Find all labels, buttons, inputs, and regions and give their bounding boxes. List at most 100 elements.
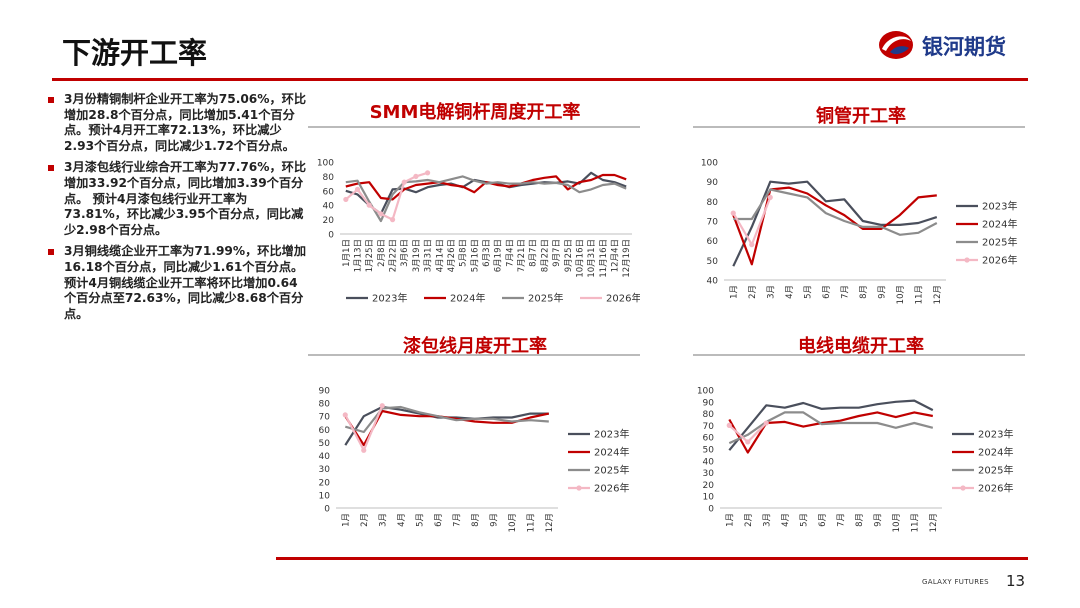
legend-marker — [964, 257, 970, 263]
y-tick-label: 60 — [323, 187, 335, 197]
series-line-2026年 — [732, 196, 772, 246]
x-tick-label: 1月13日 — [354, 239, 364, 272]
y-tick-label: 40 — [707, 277, 719, 287]
x-tick-label: 3月 — [378, 513, 388, 527]
y-tick-label: 30 — [319, 465, 331, 475]
legend-label: 2024年 — [450, 292, 485, 305]
series-point-2026 — [354, 186, 361, 192]
series-line-2024年 — [728, 411, 934, 454]
series-point-2026 — [343, 196, 349, 203]
series-line-2023年 — [728, 399, 934, 451]
legend-label: 2024年 — [978, 446, 1013, 459]
rod-title-rule — [308, 126, 640, 128]
x-tick-label: 8月 — [471, 513, 481, 527]
x-tick-label: 4月14日 — [435, 239, 445, 272]
series-point-2026 — [361, 447, 367, 453]
x-tick-label: 2月8日 — [377, 239, 387, 267]
series-point-2026 — [401, 179, 407, 185]
x-tick-label: 2月 — [748, 285, 758, 299]
footer-brand: GALAXY FUTURES — [922, 578, 989, 586]
legend-label: 2026年 — [982, 254, 1017, 267]
x-tick-label: 9月7日 — [552, 239, 562, 267]
x-tick-label: 12月19日 — [622, 239, 632, 278]
x-tick-label: 8月 — [859, 285, 869, 299]
y-tick-label: 60 — [707, 237, 719, 247]
x-tick-label: 6月19日 — [494, 239, 504, 272]
bullet-rod: 3月份精铜制杆企业开工率为75.06%，环比增加28.8个百分点，同比增加5.4… — [46, 92, 308, 154]
x-tick-label: 12月 — [545, 513, 555, 532]
x-tick-label: 3月 — [766, 285, 776, 299]
x-tick-label: 9月 — [873, 513, 883, 527]
x-tick-label: 3月 — [762, 513, 772, 527]
series-point-2026 — [745, 439, 751, 445]
y-tick-label: 80 — [319, 400, 331, 410]
legend-label: 2024年 — [594, 446, 629, 459]
enamel-title-rule — [308, 354, 640, 356]
y-tick-label: 20 — [323, 216, 335, 226]
series-line-2025年 — [345, 175, 627, 223]
x-tick-label: 4月 — [785, 285, 795, 299]
legend-label: 2026年 — [978, 482, 1013, 495]
y-tick-label: 40 — [703, 457, 715, 467]
x-tick-label: 4月 — [781, 513, 791, 527]
x-tick-label: 3月31日 — [424, 239, 434, 272]
x-tick-label: 8月 — [855, 513, 865, 527]
x-tick-label: 9月25日 — [564, 239, 574, 272]
y-tick-label: 0 — [708, 505, 714, 515]
tube-chart: 40 50 60 70 80 90 100 1月 2月 3月 4月 5月 6月 7月 8月 9月 10月 11月 1… — [701, 159, 1018, 305]
enamel-chart: 0 10 20 30 40 50 60 70 80 90 1月 2月 3月 4月 5月 6月 7月 8月 9月 10月… — [319, 387, 630, 533]
bullet-cable: 3月铜线缆企业开工率为71.99%，环比增加16.18个百分点，同比减少1.61… — [46, 244, 308, 322]
legend-label: 2023年 — [372, 292, 407, 305]
series-point-2026 — [379, 403, 385, 409]
series-point-2026 — [378, 211, 384, 217]
tube-chart-title: 铜管开工率 — [816, 106, 906, 127]
y-tick-label: 60 — [319, 426, 331, 436]
x-tick-label: 12月 — [933, 285, 943, 304]
x-tick-label: 7月4日 — [505, 239, 515, 267]
y-tick-label: 100 — [317, 159, 334, 169]
x-tick-label: 12月4日 — [610, 239, 620, 272]
x-tick-label: 6月3日 — [482, 239, 492, 267]
x-tick-label: 10月 — [896, 285, 906, 304]
series-point-2026 — [366, 202, 372, 208]
series-line-2025年 — [728, 411, 934, 445]
x-tick-label: 3月19日 — [412, 239, 422, 272]
cable-chart-title: 电线电缆开工率 — [798, 336, 924, 357]
legend-label: 2025年 — [978, 464, 1013, 477]
y-tick-label: 0 — [328, 231, 334, 241]
series-point-2026 — [730, 210, 736, 216]
y-tick-label: 30 — [703, 469, 715, 479]
series-point-2026 — [749, 242, 755, 248]
x-tick-label: 5月16日 — [470, 239, 480, 272]
series-point-2026 — [763, 420, 769, 426]
x-tick-label: 4月 — [397, 513, 407, 527]
legend-label: 2026年 — [594, 482, 629, 495]
series-line-2025年 — [733, 188, 938, 236]
brand-name: 银河期货 — [922, 35, 1006, 59]
x-tick-label: 6月 — [434, 513, 444, 527]
x-tick-label: 10月16日 — [575, 239, 585, 278]
header-divider — [52, 78, 1028, 81]
x-tick-label: 2月22日 — [389, 239, 399, 272]
y-tick-label: 80 — [323, 173, 335, 183]
y-tick-label: 100 — [701, 159, 718, 169]
y-tick-label: 50 — [703, 446, 715, 456]
y-tick-label: 0 — [324, 505, 330, 515]
x-tick-label: 2月 — [360, 513, 370, 527]
x-tick-label: 11月 — [910, 513, 920, 532]
x-tick-label: 9月 — [489, 513, 499, 527]
legend-label: 2025年 — [528, 292, 563, 305]
x-tick-label: 5月 — [803, 285, 813, 299]
x-tick-label: 7月 — [452, 513, 462, 527]
x-tick-label: 11月 — [914, 285, 924, 304]
galaxy-swirl-icon — [879, 31, 913, 59]
x-tick-label: 7月 — [836, 513, 846, 527]
series-point-2026 — [767, 194, 773, 200]
x-tick-label: 11月 — [526, 513, 536, 532]
series-line-2024年 — [345, 173, 627, 201]
legend-label: 2025年 — [594, 464, 629, 477]
x-tick-label: 6月 — [818, 513, 828, 527]
legend-label: 2024年 — [982, 218, 1017, 231]
